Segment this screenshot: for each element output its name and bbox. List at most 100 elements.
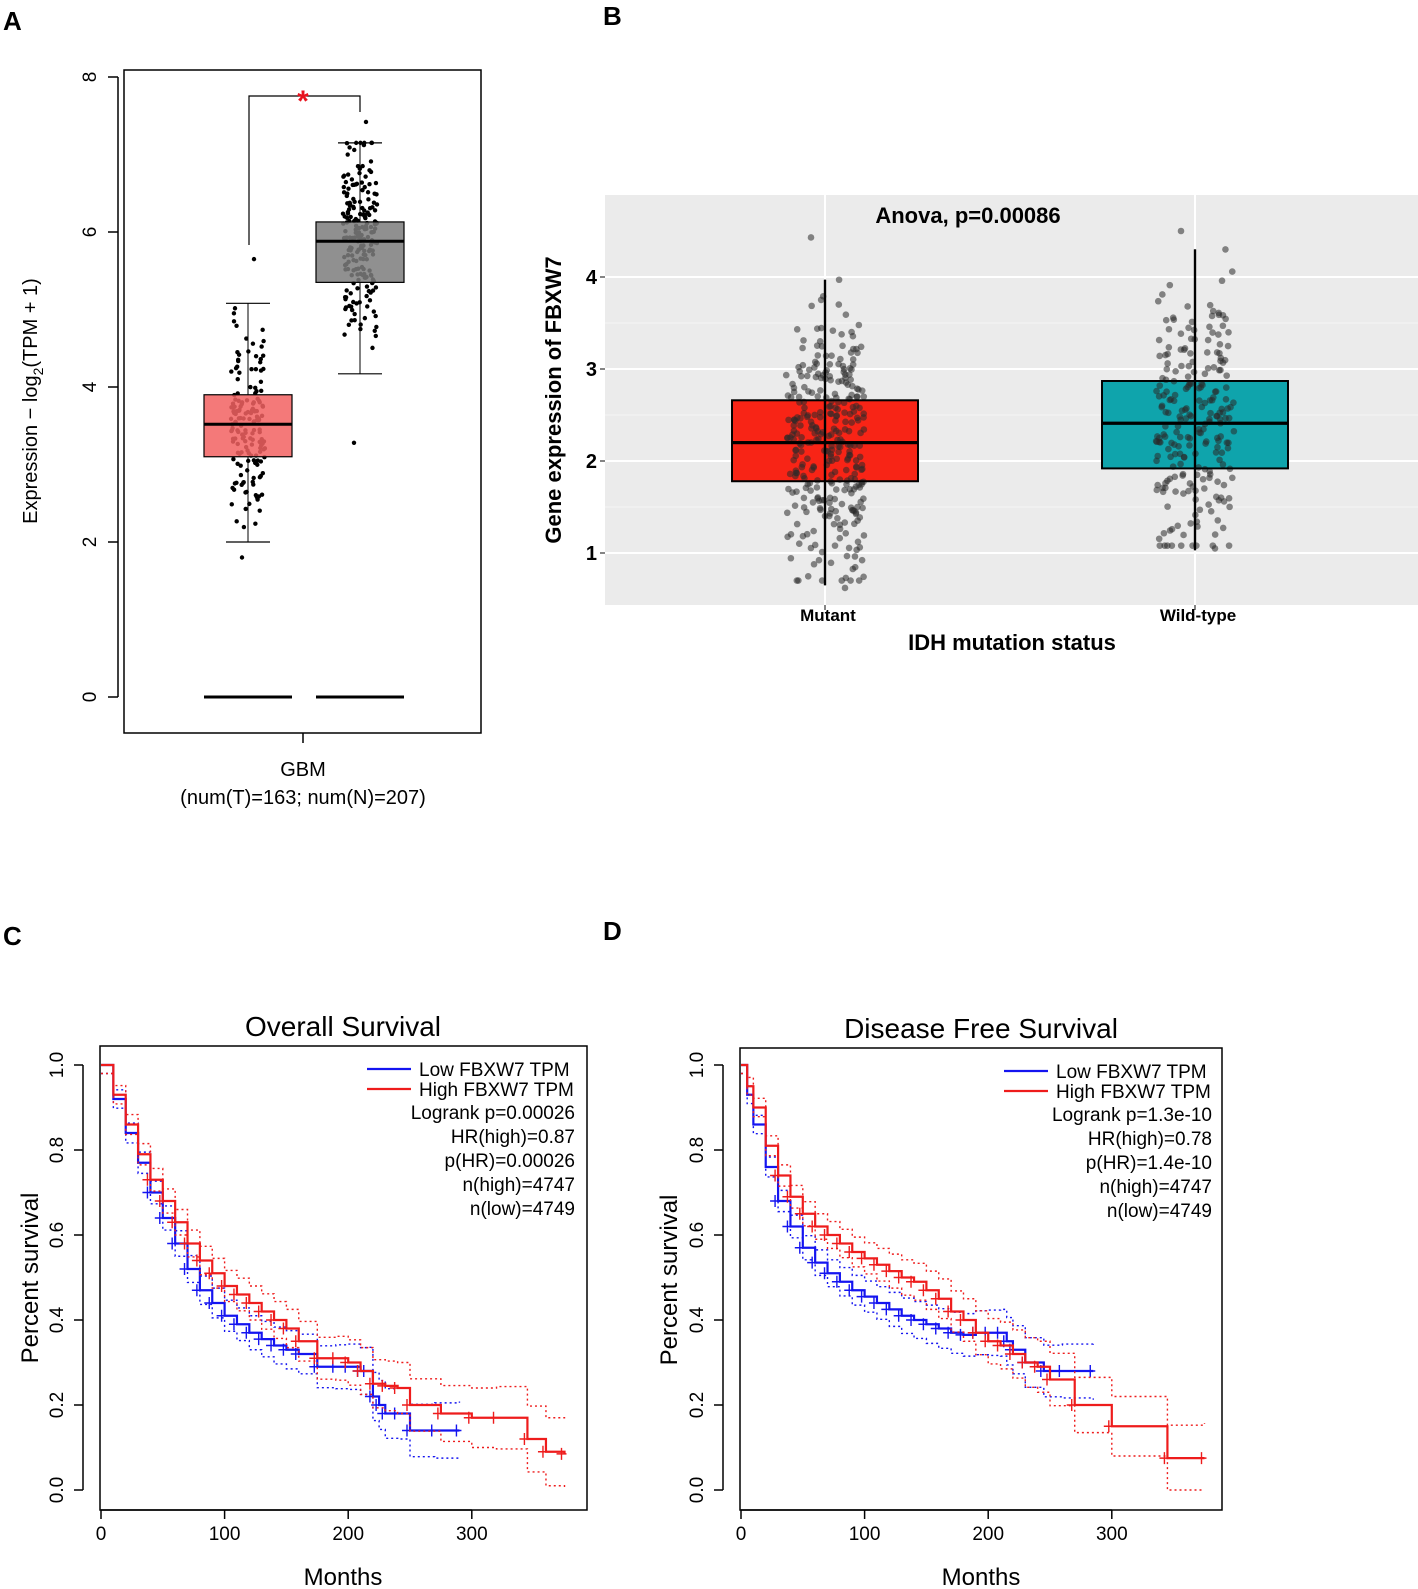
- panel-b-point: [1222, 246, 1229, 253]
- panel-b-point: [783, 509, 791, 517]
- panel-b-point: [1224, 405, 1232, 412]
- panel-b-point: [816, 409, 824, 416]
- panel-b-point: [813, 360, 821, 368]
- panel-b-point: [833, 455, 841, 463]
- panel-b-box-overlay-0: [731, 279, 919, 586]
- panel-b-point: [838, 500, 846, 508]
- panel-a-y-tick-label-0: 0: [80, 692, 101, 703]
- panel-a-point: [231, 319, 237, 324]
- panel-b-point: [853, 345, 860, 353]
- panel-a-point: [343, 295, 349, 300]
- panel-a-point: [342, 214, 347, 219]
- panel-b-point: [828, 352, 835, 360]
- panel-c-censor-high: [266, 1314, 277, 1326]
- panel-a-point: [374, 192, 379, 197]
- panel-d-xlabel: Months: [942, 1564, 1021, 1589]
- panel-b-point: [1208, 312, 1216, 320]
- panel-b-point: [1221, 356, 1229, 364]
- panel-b-point: [835, 360, 842, 368]
- panel-c-ci-upper-low: [101, 1064, 461, 1405]
- panel-c-censor-high: [228, 1288, 239, 1301]
- panel-d-legend-label-0: Low FBXW7 TPM: [1056, 1062, 1207, 1083]
- panel-b-point: [792, 446, 799, 454]
- panel-b-point: [805, 366, 813, 374]
- panel-c-censor-high: [204, 1267, 215, 1280]
- panel-b-point: [792, 472, 799, 480]
- panel-b-point: [849, 506, 856, 514]
- panel-b-point: [817, 387, 824, 394]
- panel-c-censor-low: [371, 1399, 382, 1411]
- panel-d-ci-lower-high: [741, 1072, 1205, 1491]
- panel-b-point: [1230, 427, 1238, 435]
- panel-a-ylabel: Expression − log2(TPM + 1): [20, 278, 46, 524]
- panel-a-point: [343, 305, 349, 310]
- panel-d-title: Disease Free Survival: [844, 1013, 1118, 1044]
- panel-b-point: [833, 412, 840, 420]
- panel-b-point: [1154, 452, 1161, 460]
- panel-b-point: [858, 461, 866, 469]
- panel-b-point: [1156, 352, 1163, 360]
- panel-b-point: [808, 302, 815, 310]
- panel-b-point: [1222, 396, 1230, 403]
- panel-c-stat-4: n(low)=4749: [470, 1199, 575, 1220]
- panel-b-box-outline-0: [731, 399, 919, 483]
- panel-a-point: [341, 173, 347, 178]
- panel-a-significance-star: *: [297, 85, 309, 118]
- panel-a-point: [235, 350, 240, 355]
- panel-b-point: [1176, 413, 1184, 420]
- panel-b-point: [810, 527, 817, 535]
- panel-a-point: [355, 286, 360, 291]
- panel-b-point: [1167, 453, 1174, 461]
- panel-a-y-tick-label-1: 2: [80, 537, 101, 548]
- panel-b-point: [857, 498, 864, 506]
- panel-b-point: [787, 434, 794, 441]
- panel-d-x-tick-label-0: 0: [736, 1524, 747, 1545]
- panel-b-point: [856, 404, 863, 412]
- panel-b-point: [1211, 531, 1219, 538]
- panel-b-point: [1198, 380, 1205, 388]
- panel-a-point: [231, 487, 237, 492]
- panel-b-point: [817, 430, 825, 438]
- panel-a-point: [347, 203, 353, 208]
- panel-a-point: [342, 332, 347, 337]
- panel-b-x-tick-label-1: Wild-type: [1160, 606, 1236, 625]
- panel-d-y-tick-label-2: 0.4: [687, 1306, 708, 1333]
- panel-b-point: [800, 504, 808, 511]
- panel-b-point: [1214, 443, 1221, 451]
- panel-c-ci-lower-low: [101, 1072, 461, 1460]
- panel-b-point: [790, 456, 798, 464]
- panel-b-point: [1179, 470, 1187, 478]
- panel-a-category-label: GBM: [280, 759, 326, 781]
- panel-a-point: [364, 284, 370, 289]
- panel-b-point: [1223, 439, 1231, 446]
- panel-b-point: [1171, 391, 1179, 399]
- panel-d-censor-low: [1054, 1365, 1065, 1377]
- panel-a-sample-counts: (num(T)=163; num(N)=207): [180, 787, 426, 809]
- panel-d-censor-high: [967, 1326, 978, 1339]
- panel-a-point: [347, 145, 352, 150]
- panel-b-point: [860, 410, 868, 417]
- panel-b-point: [860, 426, 868, 433]
- panel-b-point: [785, 485, 792, 493]
- panel-c-stat-2: p(HR)=0.00026: [445, 1151, 575, 1172]
- panel-b-point: [1156, 382, 1164, 389]
- panel-b-x-axis: Mutant Wild-type: [800, 605, 1236, 625]
- panel-b-point: [1153, 387, 1160, 395]
- panel-a-point: [367, 182, 372, 187]
- panel-b-point: [1211, 388, 1219, 396]
- panel-c-censor-high: [167, 1216, 178, 1229]
- panel-b-point: [1164, 360, 1171, 367]
- panel-a-point: [253, 353, 259, 359]
- panel-b-point: [1187, 520, 1194, 527]
- panel-b-point: [811, 411, 819, 419]
- panel-a-point: [366, 197, 371, 202]
- panel-d-censor-high: [918, 1284, 929, 1297]
- panel-b-point: [860, 573, 867, 581]
- panel-b-point: [1165, 344, 1173, 351]
- panel-b-point: [831, 495, 839, 503]
- panel-a-point: [341, 184, 347, 190]
- panel-a-point: [362, 184, 367, 190]
- panel-b-point: [1184, 303, 1191, 310]
- panel-b-point: [1214, 517, 1222, 524]
